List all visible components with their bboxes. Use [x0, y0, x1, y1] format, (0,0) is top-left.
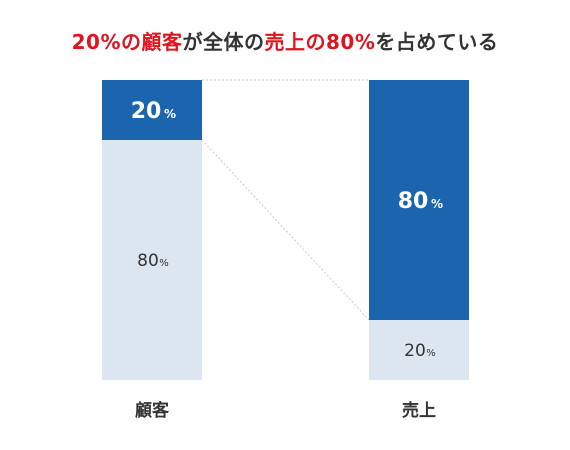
data-label-0-0: 20	[131, 99, 162, 124]
data-label-unit-1-0: %	[431, 197, 443, 211]
data-label-1-1: 20	[404, 341, 426, 361]
chart-title: 20%の顧客が全体の売上の80%を占めている	[0, 26, 570, 55]
title-text-middle: が全体の	[182, 30, 265, 54]
data-label-1-0: 80	[398, 189, 429, 214]
data-label-unit-0-1: %	[159, 258, 169, 269]
data-label-unit-0-0: %	[164, 107, 176, 121]
data-label-unit-1-1: %	[426, 348, 436, 359]
bar-segment-1-1	[369, 320, 469, 380]
title-text-end: を占めている	[375, 30, 499, 54]
category-label-1: 売上	[402, 400, 436, 421]
data-label-0-1: 80	[137, 251, 159, 271]
bar-segment-1-0	[369, 80, 469, 320]
title-highlight-sales: 売上の80%	[264, 30, 376, 54]
bar-segment-0-0	[102, 80, 202, 140]
bar-segment-0-1	[102, 140, 202, 380]
category-label-0: 顧客	[135, 400, 170, 421]
title-highlight-customers: 20%の顧客	[71, 30, 183, 54]
connector-line-bottom	[201, 139, 370, 321]
